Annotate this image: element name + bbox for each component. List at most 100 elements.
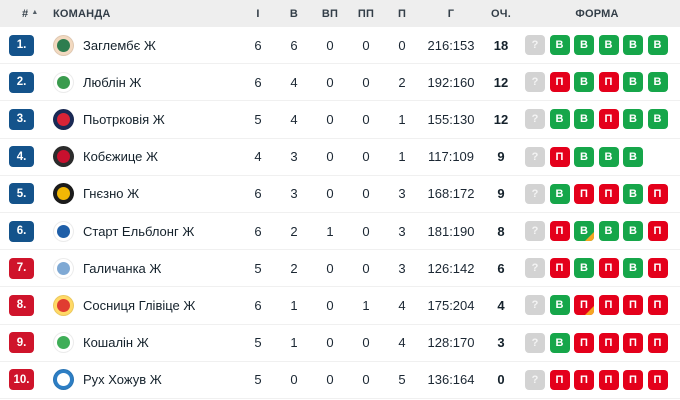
form-badge-loss[interactable]: П — [647, 258, 668, 279]
team-name[interactable]: Галичанка Ж — [83, 260, 162, 276]
form-badge-win[interactable]: В — [549, 109, 570, 130]
table-row[interactable]: 5. Гнєзно Ж 6 3 0 0 3 168:172 9? В П П В П — [0, 176, 680, 213]
form-badge-unknown[interactable]: ? — [525, 109, 545, 130]
team-name[interactable]: Рух Хожув Ж — [83, 372, 162, 388]
sosnica-gliwice-logo — [53, 294, 74, 316]
form-badge-loss[interactable]: П — [647, 332, 668, 353]
column-header-lost-ot[interactable]: ПП — [357, 7, 375, 20]
form-badge-unknown[interactable]: ? — [525, 35, 545, 56]
form-badge-win[interactable]: В — [647, 35, 668, 56]
form-badge-loss[interactable]: П — [623, 295, 643, 316]
form-badge-loss[interactable]: П — [549, 258, 570, 279]
form-badge-win[interactable]: В — [574, 35, 594, 56]
team-name[interactable]: Сосниця Глівіце Ж — [83, 297, 196, 313]
team-cell[interactable]: Кобєжице Ж — [48, 146, 240, 168]
form-badge-win[interactable]: В — [623, 146, 643, 167]
form-badge-unknown[interactable]: ? — [525, 258, 545, 279]
form-badge-win[interactable]: В — [623, 109, 643, 130]
form-badge-loss[interactable]: П — [598, 332, 619, 353]
team-cell[interactable]: Гнєзно Ж — [48, 183, 240, 205]
table-row[interactable]: 4. Кобєжице Ж 4 3 0 0 1 117:109 9? П В В В — [0, 139, 680, 176]
form-badge-win[interactable]: В — [549, 295, 570, 316]
team-name[interactable]: Заглембє Ж — [83, 37, 156, 53]
form-badge-win[interactable]: В — [598, 35, 619, 56]
form-badge-win[interactable]: В — [623, 258, 643, 279]
team-cell[interactable]: Рух Хожув Ж — [48, 369, 240, 391]
form-badge-unknown[interactable]: ? — [525, 183, 545, 204]
form-badge-win[interactable]: В — [623, 35, 643, 56]
column-header-won-ot[interactable]: ВП — [321, 7, 339, 20]
form-badge-win[interactable]: В — [598, 221, 619, 242]
form-badge-loss[interactable]: П — [598, 183, 619, 204]
team-cell[interactable]: Люблін Ж — [48, 71, 240, 93]
column-header-played[interactable]: І — [256, 7, 260, 20]
form-badge-win[interactable]: В — [549, 332, 570, 353]
form-badge-loss[interactable]: П — [647, 221, 668, 242]
form-badge-loss[interactable]: П — [647, 183, 668, 204]
team-cell[interactable]: Сосниця Глівіце Ж — [48, 294, 240, 316]
team-name[interactable]: Кобєжице Ж — [83, 149, 158, 165]
form-badge-win[interactable]: В — [647, 109, 668, 130]
form-badge-win[interactable]: В — [623, 183, 643, 204]
form-badge-loss[interactable]: П — [598, 109, 619, 130]
sort-ascending-icon[interactable]: ▲ — [31, 9, 39, 16]
form-badge-unknown[interactable]: ? — [525, 369, 545, 390]
form-badge-win[interactable]: В — [549, 183, 570, 204]
column-header-team[interactable]: КОМАНДА — [53, 7, 111, 20]
team-cell[interactable]: Пьотрковія Ж — [48, 108, 240, 130]
table-row[interactable]: 2. Люблін Ж 6 4 0 0 2 192:160 12? П В П В В — [0, 64, 680, 102]
team-name[interactable]: Гнєзно Ж — [83, 186, 140, 202]
form-badge-win[interactable]: В — [574, 221, 594, 242]
table-row[interactable]: 10. Рух Хожув Ж 5 0 0 0 5 136:164 0? П П П П П — [0, 362, 680, 399]
form-badge-win[interactable]: В — [549, 35, 570, 56]
form-badge-unknown[interactable]: ? — [525, 295, 545, 316]
form-badge-unknown[interactable]: ? — [525, 146, 545, 167]
form-badge-unknown[interactable]: ? — [525, 332, 545, 353]
form-badge-win[interactable]: В — [574, 109, 594, 130]
table-row[interactable]: 6. Старт Ельблонг Ж 6 2 1 0 3 181:190 8? П В В В П — [0, 213, 680, 251]
team-name[interactable]: Старт Ельблонг Ж — [83, 223, 195, 239]
form-badge-unknown[interactable]: ? — [525, 72, 545, 93]
column-header-points[interactable]: ОЧ. — [491, 7, 511, 20]
table-row[interactable]: 8. Сосниця Глівіце Ж 6 1 0 1 4 175:204 4? В П П П П — [0, 287, 680, 325]
team-cell[interactable]: Галичанка Ж — [48, 257, 240, 279]
column-header-won[interactable]: В — [289, 7, 299, 20]
column-header-goals[interactable]: Г — [447, 7, 455, 20]
form-badge-loss[interactable]: П — [598, 258, 619, 279]
form-badge-loss[interactable]: П — [647, 369, 668, 390]
form-badge-win[interactable]: В — [574, 146, 594, 167]
form-badge-loss[interactable]: П — [598, 72, 619, 93]
team-cell[interactable]: Заглембє Ж — [48, 34, 240, 56]
table-row[interactable]: 3. Пьотрковія Ж 5 4 0 0 1 155:130 12? В В П В В — [0, 101, 680, 139]
form-badge-loss[interactable]: П — [623, 369, 643, 390]
team-cell[interactable]: Кошалін Ж — [48, 332, 240, 354]
form-badge-loss[interactable]: П — [574, 369, 594, 390]
form-badge-loss[interactable]: П — [647, 295, 668, 316]
form-badge-loss[interactable]: П — [549, 369, 570, 390]
form-badge-loss[interactable]: П — [574, 295, 594, 316]
form-badge-win[interactable]: В — [598, 146, 619, 167]
form-badge-win[interactable]: В — [574, 72, 594, 93]
table-row[interactable]: 9. Кошалін Ж 5 1 0 0 4 128:170 3? В П П П П — [0, 325, 680, 362]
form-badge-win[interactable]: В — [623, 221, 643, 242]
column-header-lost[interactable]: П — [397, 7, 407, 20]
table-row[interactable]: 7. Галичанка Ж 5 2 0 0 3 126:142 6? П В П В П — [0, 250, 680, 288]
form-badge-win[interactable]: В — [623, 72, 643, 93]
team-cell[interactable]: Старт Ельблонг Ж — [48, 220, 240, 242]
form-badge-win[interactable]: В — [574, 258, 594, 279]
form-badge-loss[interactable]: П — [574, 332, 594, 353]
form-badge-unknown[interactable]: ? — [525, 221, 545, 242]
team-name[interactable]: Кошалін Ж — [83, 335, 149, 351]
form-badge-loss[interactable]: П — [623, 332, 643, 353]
form-badge-loss[interactable]: П — [549, 221, 570, 242]
form-badge-loss[interactable]: П — [598, 369, 619, 390]
form-badge-win[interactable]: В — [647, 72, 668, 93]
team-name[interactable]: Люблін Ж — [83, 74, 142, 90]
form-badge-loss[interactable]: П — [598, 295, 619, 316]
form-badge-loss[interactable]: П — [574, 183, 594, 204]
team-name[interactable]: Пьотрковія Ж — [83, 111, 165, 127]
column-header-rank[interactable]: # ▲ — [0, 8, 48, 20]
table-row[interactable]: 1. Заглембє Ж 6 6 0 0 0 216:153 18? В В В В В — [0, 27, 680, 65]
form-badge-loss[interactable]: П — [549, 146, 570, 167]
form-badge-loss[interactable]: П — [549, 72, 570, 93]
